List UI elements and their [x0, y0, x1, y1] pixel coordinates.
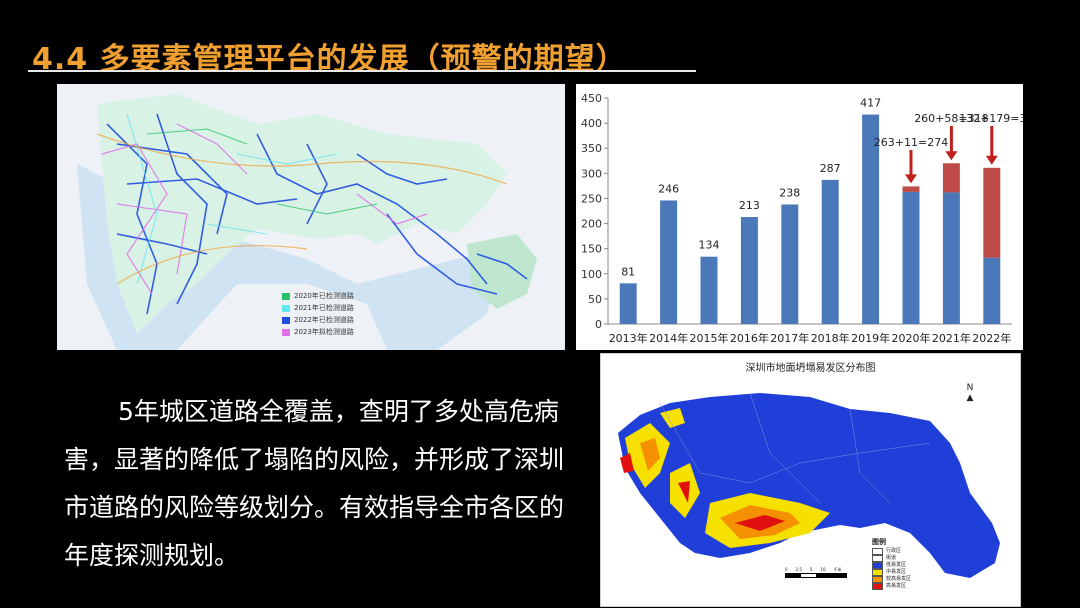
legend-label: 2022年已检测道路 — [294, 316, 354, 324]
x-tick-label: 2013年 — [609, 331, 648, 345]
legend-item: 2020年已检测道路 — [282, 290, 354, 302]
y-tick-label: 50 — [588, 293, 602, 306]
risk-map-title: 深圳市地面坍塌易发区分布图 — [745, 363, 876, 374]
road-map-graphic — [57, 84, 565, 350]
legend-title: 图例 — [872, 538, 886, 546]
compass-label: N — [966, 383, 974, 393]
bar-segment-base — [983, 257, 1001, 324]
x-tick-label: 2021年 — [932, 331, 971, 345]
scale-label: 0 — [785, 567, 788, 572]
data-label: 238 — [779, 186, 800, 199]
data-label: 417 — [860, 97, 881, 110]
bar-segment-added — [983, 167, 1001, 258]
data-label: 213 — [739, 199, 760, 212]
x-tick-label: 2018年 — [811, 331, 850, 345]
risk-map-graphic — [600, 353, 1021, 607]
y-tick-label: 400 — [581, 117, 602, 130]
data-label: 134 — [699, 239, 720, 252]
legend-label: 低易发区 — [886, 562, 907, 568]
data-label: 263+11=274 — [874, 136, 948, 149]
x-tick-label: 2016年 — [730, 331, 769, 345]
x-tick-label: 2015年 — [690, 331, 729, 345]
scale-label: 10 — [820, 567, 826, 572]
summary-text: 5年城区道路全覆盖，查明了多处高危病害，显著的降低了塌陷的风险，并形成了深圳市道… — [64, 397, 565, 570]
y-tick-label: 250 — [581, 192, 602, 205]
title-underline — [28, 70, 696, 72]
bar-segment-base — [619, 283, 637, 324]
legend-swatch — [872, 555, 883, 562]
bar-segment-base — [862, 114, 880, 324]
bar-chart-svg: 0501001502002503003504004502013年812014年2… — [581, 92, 1041, 345]
annotation-arrow-head — [905, 174, 917, 184]
bar-segment-base — [781, 204, 799, 324]
data-label: 287 — [820, 162, 841, 175]
y-tick-label: 0 — [595, 318, 602, 331]
collapse-count-chart: 0 50 100 150 200 250 300 350 400 450 2013年 81 2014年 2… — [576, 84, 1041, 350]
legend-item: 2022年已检测道路 — [282, 314, 354, 326]
x-tick-label: 2017年 — [770, 331, 809, 345]
legend-item: 行政区 — [872, 548, 911, 555]
legend-label: 2020年已检测道路 — [294, 292, 354, 300]
north-arrow-icon: N ▲ — [962, 383, 978, 403]
legend-item: 街道 — [872, 555, 911, 562]
legend-swatch — [872, 583, 883, 590]
annotation-arrow-head — [945, 151, 958, 161]
y-tick-label: 200 — [581, 218, 602, 231]
risk-map-legend: 图例 行政区 街道 低易发区 中易发区 较高易发区 高易发区 — [872, 539, 911, 590]
annotation-arrow-head — [985, 155, 998, 165]
bar-segment-added — [942, 163, 960, 193]
scale-bar: 0 2.5 5 10 千米 — [785, 567, 847, 578]
legend-swatch — [872, 548, 883, 555]
legend-swatch — [282, 316, 290, 324]
legend-label: 中易发区 — [886, 569, 907, 575]
legend-item: 2021年已检测道路 — [282, 302, 354, 314]
y-tick-label: 100 — [581, 268, 602, 281]
legend-label: 高易发区 — [886, 583, 907, 589]
bar-segment-base — [660, 200, 678, 324]
legend-item: 低易发区 — [872, 562, 911, 569]
legend-swatch — [282, 292, 290, 300]
x-tick-label: 2019年 — [851, 331, 890, 345]
road-inspection-map: 2020年已检测道路 2021年已检测道路 2022年已检测道路 2023年拟检… — [57, 84, 565, 350]
legend-swatch — [282, 304, 290, 312]
bar-segment-base — [821, 179, 839, 324]
scale-labels: 0 2.5 5 10 千米 — [785, 567, 847, 573]
scale-label: 千米 — [833, 567, 842, 572]
bar-segment-added — [902, 186, 920, 192]
legend-swatch — [872, 562, 883, 569]
data-label: 246 — [658, 182, 679, 195]
legend-swatch — [282, 328, 290, 336]
legend-swatch — [872, 576, 883, 583]
x-tick-label: 2022年 — [972, 331, 1011, 345]
legend-item: 中易发区 — [872, 569, 911, 576]
bar-segment-base — [740, 217, 758, 324]
y-tick-label: 300 — [581, 167, 602, 180]
legend-item: 较高易发区 — [872, 576, 911, 583]
x-tick-label: 2014年 — [649, 331, 688, 345]
legend-label: 行政区 — [886, 548, 902, 554]
legend-label: 较高易发区 — [886, 576, 912, 582]
legend-swatch — [872, 569, 883, 576]
y-tick-label: 150 — [581, 243, 602, 256]
y-tick-label: 350 — [581, 142, 602, 155]
legend-label: 街道 — [886, 555, 897, 561]
y-tick-label: 450 — [581, 92, 602, 105]
legend-item: 高易发区 — [872, 583, 911, 590]
data-label: 260+58=318 — [914, 112, 988, 125]
bar-segment-base — [902, 191, 920, 324]
scale-label: 5 — [809, 567, 813, 572]
x-tick-label: 2020年 — [892, 331, 931, 345]
legend-label: 2023年拟检测道路 — [294, 328, 354, 336]
road-map-legend: 2020年已检测道路 2021年已检测道路 2022年已检测道路 2023年拟检… — [282, 290, 354, 338]
risk-zone-map: 深圳市地面坍塌易发区分布图 N ▲ 0 2.5 5 10 千米 图例 — [600, 353, 1021, 607]
data-label: 132+179=311 — [959, 112, 1023, 125]
bar-segment-base — [700, 256, 718, 324]
scale-label: 2.5 — [795, 567, 802, 572]
summary-paragraph: 5年城区道路全覆盖，查明了多处高危病害，显著的降低了塌陷的风险，并形成了深圳市道… — [64, 388, 564, 580]
legend-label: 2021年已检测道路 — [294, 304, 354, 312]
data-label: 81 — [621, 265, 635, 278]
legend-item: 2023年拟检测道路 — [282, 326, 354, 338]
bar-segment-base — [942, 192, 960, 324]
